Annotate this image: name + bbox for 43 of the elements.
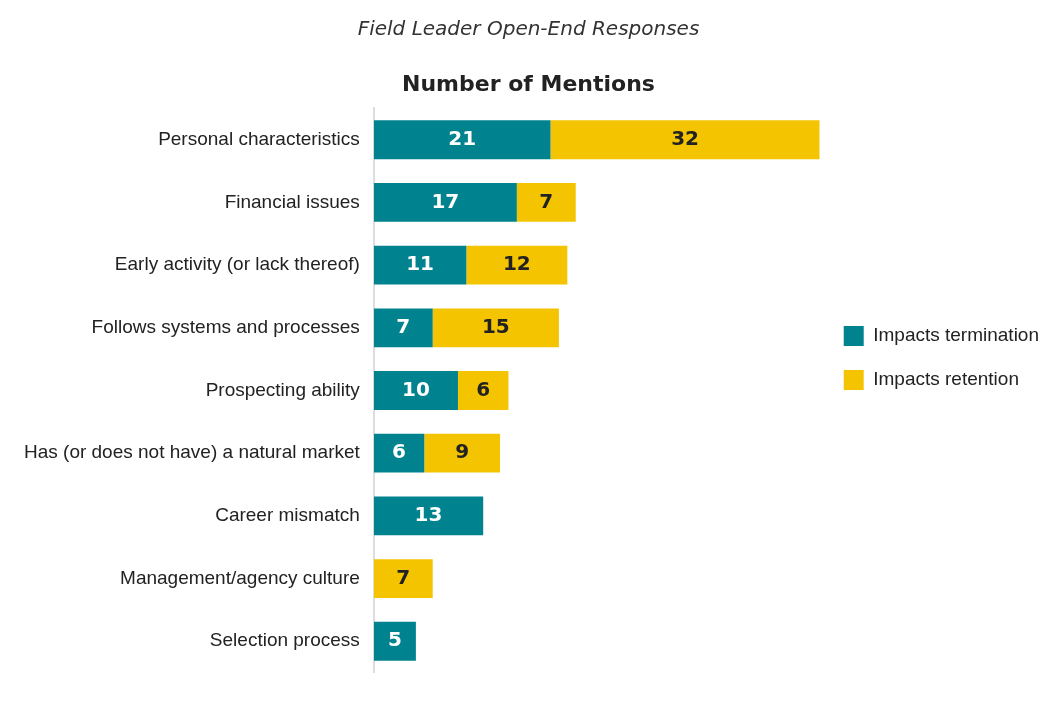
data-label: 17 bbox=[431, 188, 460, 213]
data-label: 15 bbox=[481, 314, 510, 339]
data-label: 6 bbox=[476, 376, 491, 401]
legend-label: Impacts retention bbox=[873, 368, 1019, 390]
bar bbox=[373, 183, 517, 222]
y-tick-label: Prospecting ability bbox=[205, 378, 361, 400]
bar bbox=[373, 621, 416, 661]
bar bbox=[373, 308, 433, 348]
bar bbox=[432, 308, 559, 348]
bar bbox=[457, 371, 509, 410]
y-tick-label: Financial issues bbox=[224, 190, 360, 212]
bar bbox=[466, 245, 568, 285]
data-label: 10 bbox=[401, 376, 430, 401]
bar bbox=[424, 433, 501, 473]
data-label: 21 bbox=[448, 125, 477, 150]
bar bbox=[373, 496, 484, 536]
bar bbox=[550, 120, 820, 160]
data-label: 11 bbox=[406, 251, 435, 276]
data-label: 5 bbox=[387, 627, 402, 652]
data-label: 13 bbox=[414, 502, 443, 527]
data-label: 7 bbox=[396, 314, 411, 339]
bar bbox=[373, 371, 458, 410]
bar bbox=[373, 245, 467, 285]
bar bbox=[373, 433, 425, 473]
y-tick-label: Personal characteristics bbox=[158, 127, 360, 149]
y-tick-label: Follows systems and processes bbox=[91, 316, 360, 338]
data-label: 32 bbox=[671, 125, 700, 150]
y-tick-label: Has (or does not have) a natural market bbox=[23, 441, 361, 463]
data-label: 7 bbox=[396, 564, 411, 589]
legend-label: Impacts termination bbox=[873, 324, 1040, 346]
data-label: 6 bbox=[392, 439, 407, 464]
bar bbox=[516, 183, 576, 222]
data-label: 7 bbox=[539, 188, 554, 213]
y-tick-label: Selection process bbox=[209, 629, 360, 651]
y-tick-label: Early activity (or lack thereof) bbox=[114, 253, 360, 275]
y-tick-label: Career mismatch bbox=[215, 504, 360, 526]
chart-title: Field Leader Open-End Responses bbox=[357, 16, 700, 41]
chart-subtitle: Number of Mentions bbox=[402, 70, 655, 96]
bar bbox=[373, 120, 551, 160]
bar bbox=[373, 559, 433, 598]
y-tick-label: Management/agency culture bbox=[120, 566, 360, 588]
data-label: 12 bbox=[502, 251, 531, 276]
data-label: 9 bbox=[455, 439, 470, 464]
